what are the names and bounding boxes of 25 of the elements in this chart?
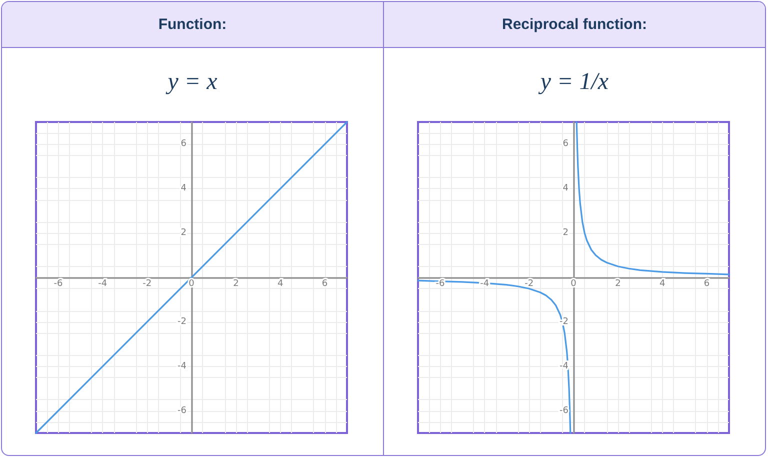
- y-tick-label: -6: [560, 406, 569, 416]
- x-tick-label: -6: [54, 279, 63, 289]
- x-tick-label: -2: [142, 279, 152, 289]
- chart-title: Function:: [2, 2, 383, 48]
- y-tick-label: 2: [180, 228, 186, 238]
- y-tick-label: 4: [180, 184, 187, 194]
- x-tick-label: 6: [322, 279, 328, 289]
- x-tick-label: 2: [615, 279, 621, 289]
- y-tick-label: 6: [180, 139, 187, 150]
- y-tick-label: -6: [178, 406, 187, 416]
- x-tick-label: 4: [659, 279, 666, 289]
- y-tick-label: -2: [178, 316, 186, 327]
- x-tick-label: 2: [233, 279, 239, 289]
- chart-subtitle: y = 1/x: [540, 69, 609, 96]
- y-tick-label: -4: [178, 361, 187, 372]
- chart-title: Reciprocal function:: [384, 2, 765, 48]
- y-tick-label: 2: [562, 228, 568, 238]
- y-tick-label: 6: [562, 139, 569, 150]
- x-tick-label: -2: [524, 279, 534, 289]
- x-tick-label: -4: [98, 279, 108, 289]
- chart-subtitle: y = x: [168, 69, 218, 96]
- x-tick-label: 6: [704, 279, 710, 289]
- x-tick-label: 4: [277, 279, 284, 289]
- x-tick-label: -6: [436, 279, 445, 289]
- y-tick-label: 4: [562, 184, 569, 194]
